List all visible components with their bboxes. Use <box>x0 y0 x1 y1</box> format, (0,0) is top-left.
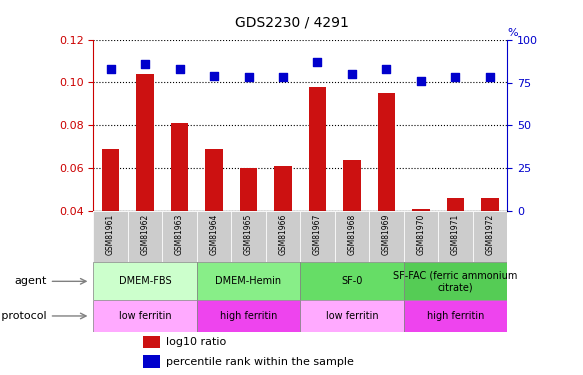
Bar <box>300 300 403 332</box>
Bar <box>378 93 395 211</box>
Bar <box>136 74 154 211</box>
Text: GSM81967: GSM81967 <box>313 214 322 255</box>
Bar <box>196 300 300 332</box>
Point <box>313 59 322 65</box>
Bar <box>196 262 300 300</box>
Bar <box>93 211 128 262</box>
Text: GSM81971: GSM81971 <box>451 214 460 255</box>
Bar <box>473 211 507 262</box>
Bar <box>482 198 498 211</box>
Point <box>209 73 219 79</box>
Text: GDS2230 / 4291: GDS2230 / 4291 <box>234 16 349 30</box>
Bar <box>438 211 473 262</box>
Text: growth protocol: growth protocol <box>0 311 47 321</box>
Point <box>382 66 391 72</box>
Point <box>451 74 460 80</box>
Text: low ferritin: low ferritin <box>119 311 171 321</box>
Point <box>244 74 253 80</box>
Bar <box>266 211 300 262</box>
Bar <box>300 211 335 262</box>
Bar <box>412 209 430 211</box>
Text: agent: agent <box>14 276 47 286</box>
Bar <box>128 211 162 262</box>
Bar <box>335 211 369 262</box>
Point <box>278 74 287 80</box>
Text: GSM81969: GSM81969 <box>382 214 391 255</box>
Bar <box>143 336 160 348</box>
Text: high ferritin: high ferritin <box>427 311 484 321</box>
Point <box>106 66 115 72</box>
Bar <box>196 211 231 262</box>
Bar <box>369 211 403 262</box>
Text: log10 ratio: log10 ratio <box>166 337 226 347</box>
Bar <box>162 211 196 262</box>
Point <box>141 61 150 67</box>
Text: DMEM-Hemin: DMEM-Hemin <box>216 276 282 286</box>
Bar <box>403 300 507 332</box>
Point <box>416 78 426 84</box>
Bar <box>231 211 266 262</box>
Text: high ferritin: high ferritin <box>220 311 277 321</box>
Text: DMEM-FBS: DMEM-FBS <box>119 276 171 286</box>
Bar <box>447 198 464 211</box>
Bar <box>171 123 188 211</box>
Text: GSM81962: GSM81962 <box>141 214 149 255</box>
Bar <box>275 166 292 211</box>
Text: SF-0: SF-0 <box>341 276 363 286</box>
Text: %: % <box>507 28 518 38</box>
Bar <box>93 300 196 332</box>
Bar <box>309 87 326 211</box>
Bar <box>102 149 119 211</box>
Bar <box>403 211 438 262</box>
Text: GSM81964: GSM81964 <box>209 214 219 255</box>
Bar <box>143 356 160 368</box>
Point <box>347 71 357 77</box>
Bar <box>93 262 196 300</box>
Bar <box>403 262 507 300</box>
Bar <box>240 168 257 211</box>
Text: SF-FAC (ferric ammonium
citrate): SF-FAC (ferric ammonium citrate) <box>394 270 518 292</box>
Text: GSM81965: GSM81965 <box>244 214 253 255</box>
Text: low ferritin: low ferritin <box>326 311 378 321</box>
Text: percentile rank within the sample: percentile rank within the sample <box>166 357 354 367</box>
Text: GSM81968: GSM81968 <box>347 214 356 255</box>
Bar <box>300 262 403 300</box>
Point <box>485 74 494 80</box>
Bar <box>205 149 223 211</box>
Bar <box>343 160 361 211</box>
Text: GSM81963: GSM81963 <box>175 214 184 255</box>
Text: GSM81972: GSM81972 <box>486 214 494 255</box>
Text: GSM81966: GSM81966 <box>279 214 287 255</box>
Text: GSM81970: GSM81970 <box>416 214 426 255</box>
Text: GSM81961: GSM81961 <box>106 214 115 255</box>
Point <box>175 66 184 72</box>
